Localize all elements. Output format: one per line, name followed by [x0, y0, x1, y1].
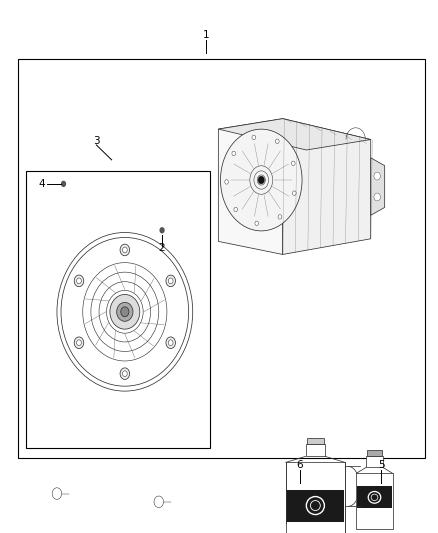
Text: 2: 2 [159, 243, 166, 253]
Circle shape [234, 207, 237, 212]
Circle shape [74, 337, 84, 349]
Circle shape [258, 176, 265, 184]
Circle shape [278, 215, 282, 219]
Ellipse shape [110, 294, 140, 329]
Bar [286, 523, 344, 533]
Ellipse shape [117, 302, 133, 321]
Circle shape [154, 496, 163, 507]
Circle shape [276, 139, 279, 143]
Circle shape [61, 181, 66, 187]
Circle shape [374, 193, 380, 201]
Circle shape [166, 275, 176, 287]
Circle shape [77, 340, 81, 345]
Polygon shape [371, 158, 385, 215]
Circle shape [120, 244, 130, 256]
Circle shape [52, 488, 62, 499]
Text: 5: 5 [378, 460, 385, 470]
Text: 4: 4 [38, 179, 45, 189]
Circle shape [252, 135, 256, 140]
Bar [357, 487, 392, 508]
Circle shape [77, 278, 81, 284]
Text: 3: 3 [93, 136, 100, 146]
Bar [366, 456, 383, 467]
Circle shape [374, 172, 380, 180]
Ellipse shape [371, 494, 378, 500]
Bar [357, 510, 392, 528]
Text: 6: 6 [297, 460, 304, 470]
Polygon shape [218, 119, 371, 150]
Bar [26, 171, 210, 448]
Bar [305, 445, 325, 456]
Ellipse shape [220, 129, 302, 231]
Circle shape [232, 151, 236, 156]
Circle shape [168, 340, 173, 345]
Circle shape [121, 307, 129, 317]
Circle shape [168, 278, 173, 284]
Ellipse shape [311, 500, 320, 511]
Text: 1: 1 [202, 30, 209, 39]
Bar [367, 450, 382, 456]
Circle shape [159, 227, 165, 233]
Polygon shape [218, 119, 283, 254]
Bar [286, 462, 345, 533]
Circle shape [291, 161, 295, 166]
Circle shape [293, 191, 296, 196]
Circle shape [123, 247, 127, 253]
Circle shape [166, 337, 176, 349]
Bar [18, 59, 425, 458]
Bar [286, 490, 344, 522]
Circle shape [255, 221, 258, 225]
Polygon shape [283, 119, 371, 254]
Bar [307, 438, 324, 445]
Circle shape [120, 368, 130, 379]
Bar [357, 473, 392, 529]
Circle shape [225, 180, 229, 184]
Circle shape [74, 275, 84, 287]
Circle shape [123, 371, 127, 376]
